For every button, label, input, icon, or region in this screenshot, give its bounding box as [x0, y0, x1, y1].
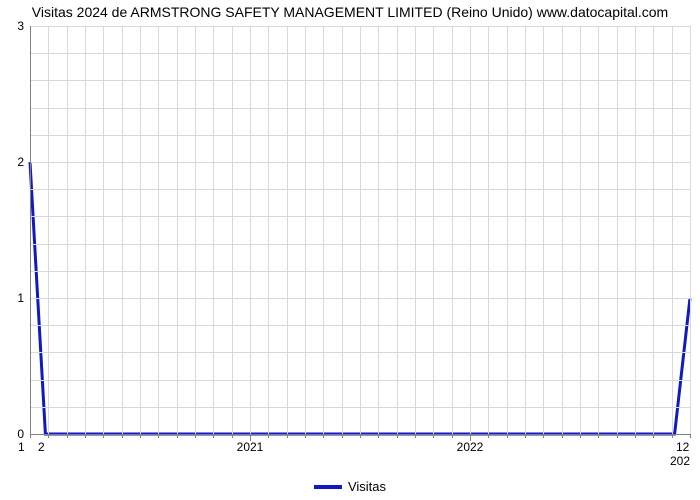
corner-bottom-right-202: 202: [670, 454, 690, 468]
x-minor-tick: [48, 434, 49, 438]
plot-area: 012320212022: [30, 26, 690, 434]
x-minor-tick: [543, 434, 544, 438]
x-tick-label: 2022: [457, 440, 484, 454]
grid-line-vertical: [85, 26, 86, 434]
x-minor-tick: [397, 434, 398, 438]
x-minor-tick: [67, 434, 68, 438]
grid-line-vertical: [67, 26, 68, 434]
x-minor-tick: [488, 434, 489, 438]
grid-line-vertical: [342, 26, 343, 434]
y-tick-label: 0: [17, 427, 24, 441]
x-minor-tick: [287, 434, 288, 438]
x-tick-label: 2021: [237, 440, 264, 454]
x-minor-tick: [342, 434, 343, 438]
grid-line-vertical: [250, 26, 251, 434]
grid-line-vertical: [415, 26, 416, 434]
x-minor-tick: [672, 434, 673, 438]
x-minor-tick: [415, 434, 416, 438]
grid-line-vertical: [268, 26, 269, 434]
x-minor-tick: [525, 434, 526, 438]
y-tick-label: 3: [17, 19, 24, 33]
grid-line-vertical: [195, 26, 196, 434]
x-minor-tick: [452, 434, 453, 438]
grid-line-vertical: [562, 26, 563, 434]
x-minor-tick: [433, 434, 434, 438]
grid-line-vertical: [48, 26, 49, 434]
x-minor-tick: [305, 434, 306, 438]
legend: Visitas: [314, 479, 386, 494]
grid-line-vertical: [177, 26, 178, 434]
grid-line-vertical: [103, 26, 104, 434]
chart-title: Visitas 2024 de ARMSTRONG SAFETY MANAGEM…: [0, 4, 700, 20]
grid-line-vertical: [488, 26, 489, 434]
grid-line-vertical: [543, 26, 544, 434]
x-minor-tick: [30, 434, 31, 438]
corner-bottom-left-1: 1: [18, 440, 25, 454]
grid-line-vertical: [122, 26, 123, 434]
y-axis: [30, 26, 31, 434]
x-minor-tick: [85, 434, 86, 438]
grid-line-vertical: [617, 26, 618, 434]
corner-bottom-left-2: 2: [38, 440, 45, 454]
grid-line-vertical: [598, 26, 599, 434]
y-tick-label: 2: [17, 155, 24, 169]
grid-line-vertical: [635, 26, 636, 434]
x-minor-tick: [103, 434, 104, 438]
x-minor-tick: [268, 434, 269, 438]
x-minor-tick: [158, 434, 159, 438]
grid-line-vertical: [653, 26, 654, 434]
grid-line-vertical: [323, 26, 324, 434]
x-minor-tick: [195, 434, 196, 438]
legend-swatch: [314, 485, 342, 489]
x-minor-tick: [140, 434, 141, 438]
legend-label: Visitas: [348, 479, 386, 494]
grid-line-vertical: [232, 26, 233, 434]
grid-line-vertical: [158, 26, 159, 434]
x-minor-tick: [562, 434, 563, 438]
grid-line-vertical: [140, 26, 141, 434]
x-minor-tick: [360, 434, 361, 438]
x-minor-tick: [617, 434, 618, 438]
grid-line-vertical: [305, 26, 306, 434]
grid-line-vertical: [690, 26, 691, 434]
corner-bottom-right-12: 12: [676, 440, 689, 454]
grid-line-vertical: [378, 26, 379, 434]
grid-line-vertical: [433, 26, 434, 434]
x-minor-tick: [690, 434, 691, 438]
grid-line-vertical: [452, 26, 453, 434]
x-minor-tick: [122, 434, 123, 438]
grid-line-vertical: [525, 26, 526, 434]
chart-container: Visitas 2024 de ARMSTRONG SAFETY MANAGEM…: [0, 0, 700, 500]
x-minor-tick: [598, 434, 599, 438]
grid-line-vertical: [672, 26, 673, 434]
x-minor-tick: [323, 434, 324, 438]
x-minor-tick: [653, 434, 654, 438]
grid-line-vertical: [470, 26, 471, 434]
grid-line-vertical: [360, 26, 361, 434]
x-minor-tick: [635, 434, 636, 438]
grid-line-vertical: [580, 26, 581, 434]
y-tick-label: 1: [17, 291, 24, 305]
x-minor-tick: [213, 434, 214, 438]
grid-line-vertical: [287, 26, 288, 434]
x-minor-tick: [177, 434, 178, 438]
x-minor-tick: [378, 434, 379, 438]
x-minor-tick: [507, 434, 508, 438]
grid-line-vertical: [397, 26, 398, 434]
grid-line-vertical: [507, 26, 508, 434]
x-minor-tick: [232, 434, 233, 438]
grid-line-vertical: [213, 26, 214, 434]
x-minor-tick: [580, 434, 581, 438]
